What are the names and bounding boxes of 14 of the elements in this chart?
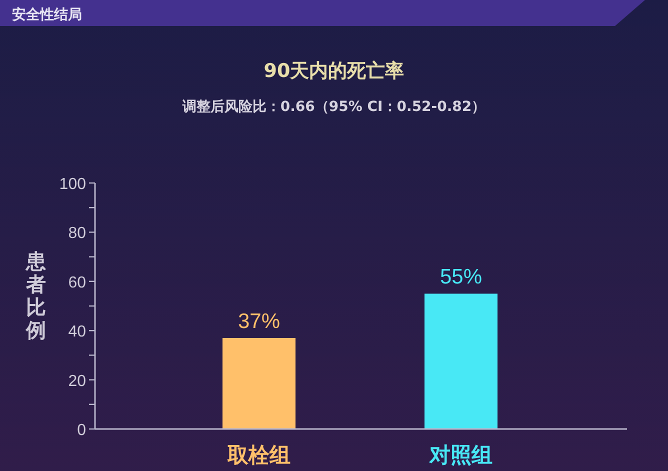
y-axis-title: 患者比例 bbox=[25, 249, 47, 342]
y-tick-label: 20 bbox=[68, 372, 86, 390]
x-tick-label: 取栓组 bbox=[226, 443, 290, 467]
y-tick-label: 40 bbox=[68, 324, 86, 341]
y-tick-label: 80 bbox=[68, 225, 86, 242]
data-label: 55% bbox=[440, 266, 482, 289]
y-tick-label: 0 bbox=[77, 422, 86, 439]
chart-subtitle: 调整后风险比：0.66（95% CI：0.52-0.82） bbox=[181, 98, 486, 115]
data-label: 37% bbox=[238, 310, 280, 333]
y-tick-label: 100 bbox=[59, 176, 86, 193]
y-tick-label: 60 bbox=[68, 274, 86, 292]
text: 安全性结局 bbox=[12, 6, 82, 23]
chart-title: 90天内的死亡率 bbox=[264, 60, 404, 82]
x-tick-label: 对照组 bbox=[428, 443, 492, 467]
